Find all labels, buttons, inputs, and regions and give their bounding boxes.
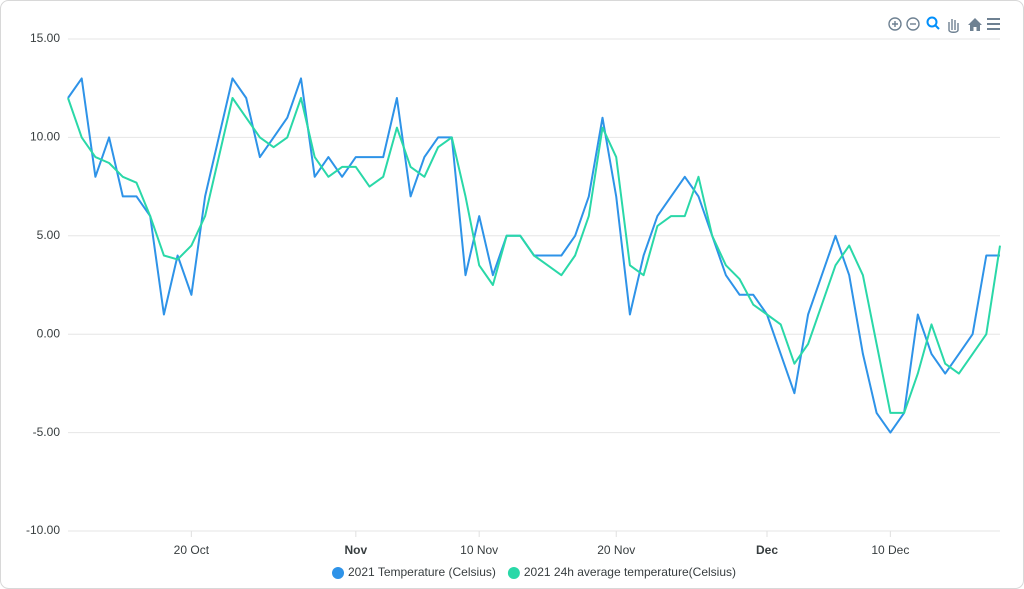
y-tick-label: 10.00 [30,130,60,144]
x-tick-label: 20 Oct [174,543,210,557]
legend-marker [507,567,520,579]
zoom-in-button[interactable] [888,17,902,31]
y-tick-label: -10.00 [26,523,60,537]
x-tick-label: 20 Nov [597,543,635,557]
legend: 2021 Temperature (Celsius) 2021 24h avera… [332,565,736,579]
series-line [67,97,1001,414]
x-tick-label: 10 Dec [871,543,909,557]
x-tick-label: Nov [344,543,367,557]
legend-label: 2021 24h average temperature(Celsius) [524,565,736,579]
legend-label: 2021 Temperature (Celsius) [348,565,496,579]
reset-button[interactable] [968,18,982,31]
x-tick-label: Dec [756,543,778,557]
legend-item: 2021 Temperature (Celsius) [332,565,496,579]
toolbar [888,16,1000,33]
y-tick-label: -5.00 [33,425,61,439]
zoom-select-button[interactable] [926,16,940,30]
x-tick-label: 10 Nov [460,543,498,557]
menu-button[interactable] [987,18,1000,30]
legend-item: 2021 24h average temperature(Celsius) [507,565,736,579]
y-tick-label: 5.00 [37,228,61,242]
y-tick-label: 0.00 [37,326,61,340]
y-tick-label: 15.00 [30,31,60,45]
legend-marker [332,567,345,579]
zoom-out-button[interactable] [906,17,920,31]
pan-button[interactable] [948,19,959,33]
